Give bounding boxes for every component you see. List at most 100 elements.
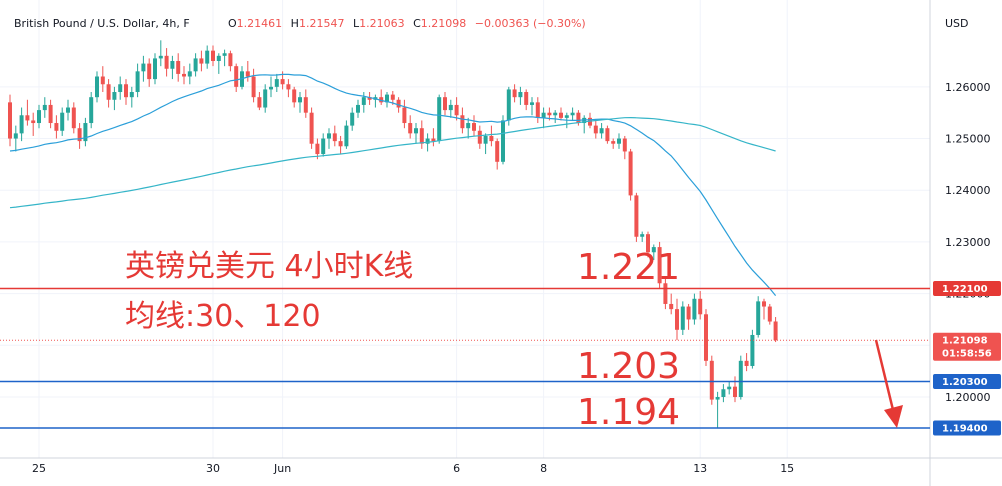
candle — [66, 99, 70, 121]
candle-body — [680, 306, 685, 330]
candle — [553, 110, 558, 124]
candle — [25, 99, 30, 126]
annotation-level-1203: 1.203 — [577, 346, 680, 387]
candle-body — [506, 89, 511, 121]
candle-body — [419, 128, 424, 144]
candle-body — [303, 97, 308, 113]
candle-body — [530, 102, 534, 105]
candle-body — [106, 84, 111, 100]
candle-body — [414, 128, 418, 134]
candle — [634, 192, 639, 242]
candle — [738, 355, 743, 400]
ma120-line — [9, 116, 776, 209]
candle-body — [489, 135, 494, 142]
candle — [112, 86, 117, 111]
candle — [187, 63, 192, 85]
candle-body — [292, 89, 297, 103]
candle-body — [547, 112, 552, 116]
time-tick-label: 6 — [453, 462, 460, 475]
candle — [60, 107, 65, 136]
candle — [344, 120, 349, 149]
candle-body — [222, 53, 227, 56]
time-tick-label: 15 — [780, 462, 794, 475]
candle — [193, 53, 198, 77]
svg-text:1.20300: 1.20300 — [942, 377, 988, 388]
candle — [338, 135, 343, 155]
candle-body — [100, 76, 105, 85]
candle — [170, 55, 175, 80]
candle-body — [773, 321, 778, 341]
candle-body — [628, 151, 633, 196]
candle-body — [164, 55, 169, 69]
candle-body — [286, 84, 291, 90]
candle-body — [321, 138, 326, 155]
time-tick-label: 25 — [32, 462, 46, 475]
candle — [675, 298, 679, 341]
candle — [622, 135, 627, 160]
svg-text:1.19400: 1.19400 — [942, 424, 988, 435]
candle-body — [13, 133, 18, 139]
candle — [332, 125, 337, 147]
candle — [228, 50, 233, 72]
bar-countdown: 01:58:56 — [942, 349, 992, 360]
candle-body — [605, 128, 610, 142]
candle — [124, 79, 128, 105]
candles — [8, 40, 778, 429]
candle-body — [31, 120, 36, 124]
candle-body — [385, 94, 389, 103]
candle-body — [727, 386, 732, 390]
candle-body — [495, 141, 500, 162]
candle-body — [669, 303, 674, 310]
candle-body — [396, 99, 401, 108]
candle-body — [344, 125, 349, 147]
annotation-level-1221: 1.221 — [577, 247, 680, 288]
candle — [454, 97, 459, 121]
candle-body — [216, 55, 221, 61]
currency-label: USD — [945, 17, 969, 30]
candle — [222, 49, 227, 67]
candle-body — [269, 86, 273, 90]
candle — [54, 115, 59, 139]
candle — [100, 66, 105, 93]
candle — [263, 84, 268, 113]
candle — [269, 76, 273, 98]
candle-body — [576, 112, 581, 124]
candle-body — [715, 397, 720, 400]
candle-body — [448, 104, 453, 111]
candle-body — [234, 66, 239, 87]
candle — [750, 329, 755, 369]
candle — [292, 86, 297, 108]
candle-body — [437, 97, 442, 142]
candle — [31, 112, 36, 136]
candle-body — [42, 104, 47, 111]
candle — [605, 125, 610, 144]
price-tag-mid: 1.20300 — [933, 373, 1001, 389]
candle — [535, 97, 540, 124]
candle-body — [657, 247, 662, 284]
candle — [135, 63, 140, 98]
candle — [715, 391, 720, 429]
candle-body — [663, 283, 668, 304]
candle — [286, 79, 291, 98]
symbol-title: British Pound / U.S. Dollar, 4h, F — [14, 17, 190, 30]
candle-body — [193, 58, 198, 72]
candle — [651, 244, 656, 261]
candle-body — [738, 360, 743, 398]
candle-body — [48, 104, 53, 124]
candle-body — [112, 92, 117, 100]
candle — [257, 92, 262, 111]
candle-body — [611, 141, 616, 144]
ohlc-high-value: 1.21547 — [299, 17, 345, 30]
svg-text:1.21098: 1.21098 — [942, 336, 988, 347]
candle — [37, 104, 41, 129]
candle-body — [71, 107, 76, 129]
candle — [13, 125, 18, 152]
candle-body — [750, 334, 755, 366]
candle-body — [211, 50, 215, 61]
candle-body — [518, 92, 523, 98]
candle — [245, 60, 250, 82]
price-tag-last: 1.21098 01:58:56 — [933, 332, 1001, 361]
candle-body — [483, 135, 488, 144]
candle-body — [54, 123, 59, 131]
